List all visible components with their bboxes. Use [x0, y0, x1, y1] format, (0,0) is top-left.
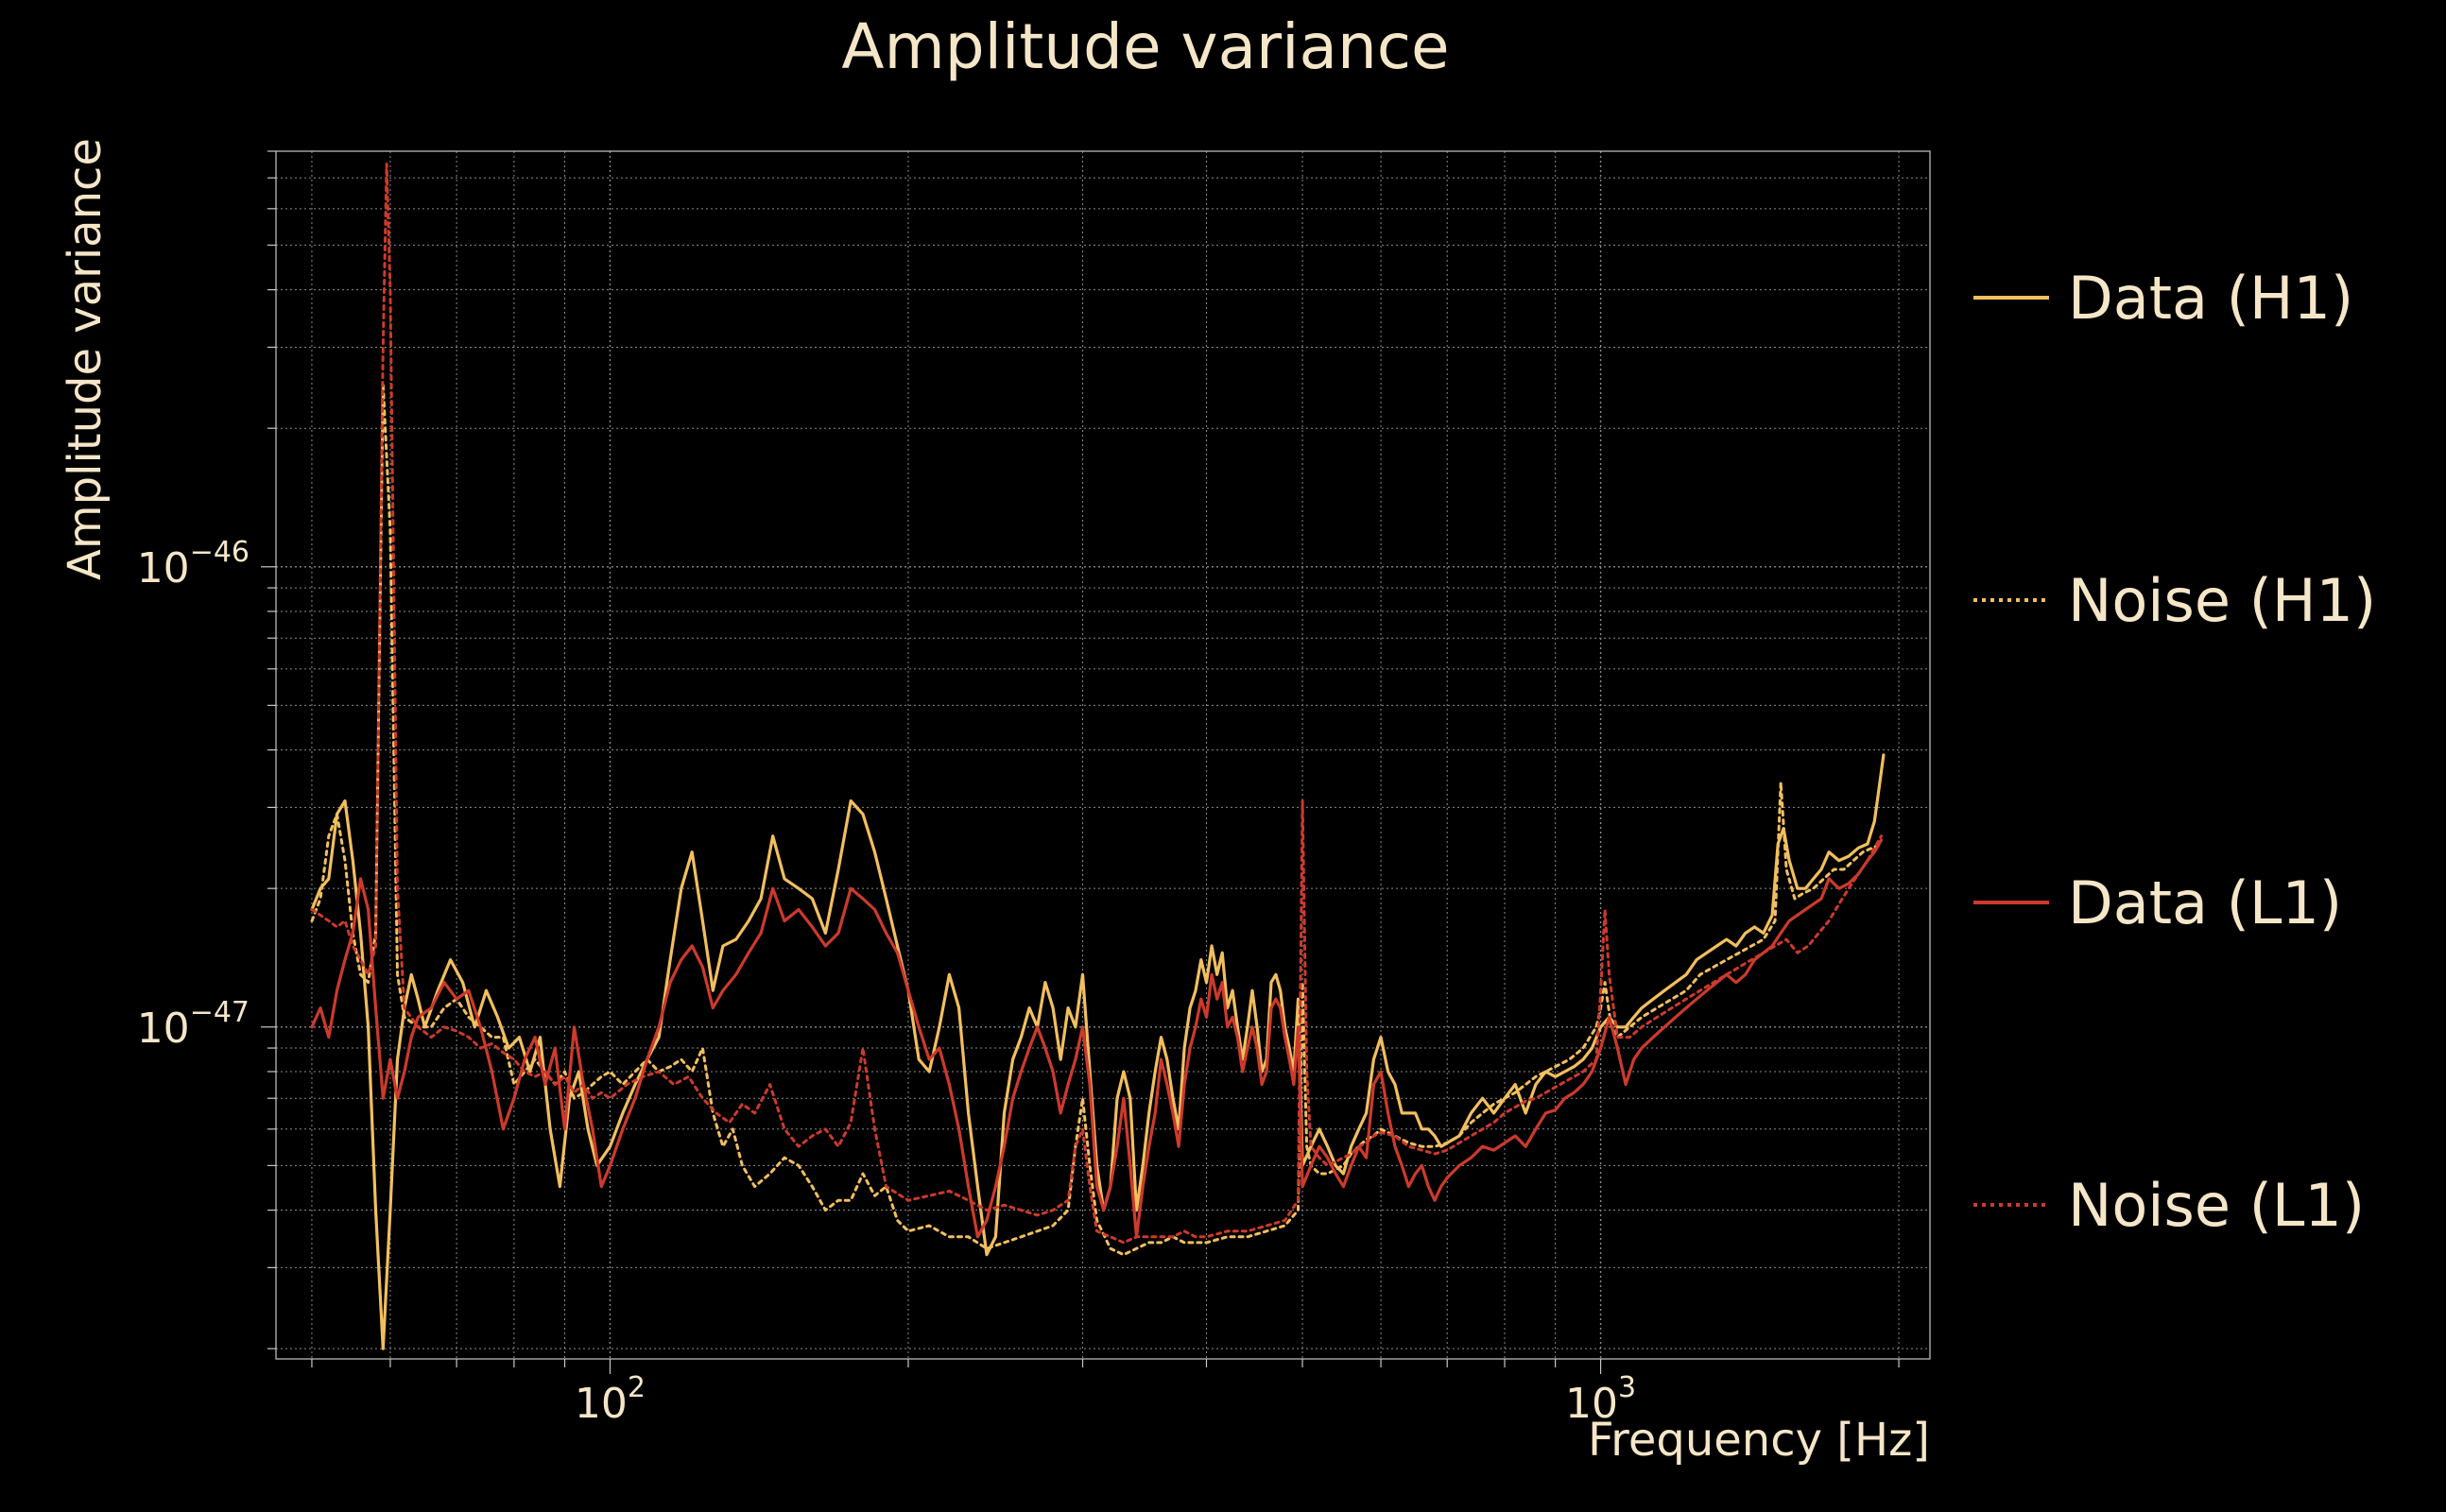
- ticks: 102 103 10−47 10−46: [137, 150, 1900, 1428]
- y-axis-label: Amplitude variance: [59, 138, 112, 580]
- x-tick-label: 103: [1565, 1371, 1636, 1428]
- legend-label-noise-l1: Noise (L1): [2068, 1171, 2365, 1240]
- legend: Data (H1) Noise (H1) Data (L1) Noise (L1): [1973, 264, 2376, 1240]
- series-line-noise-l1: [310, 163, 1883, 1245]
- series-layer: [310, 163, 1886, 1350]
- legend-label-noise-h1: Noise (H1): [2068, 566, 2376, 635]
- chart-title: Amplitude variance: [841, 10, 1449, 83]
- plot-frame: [275, 150, 1931, 1360]
- legend-label-data-l1: Data (L1): [2068, 868, 2342, 937]
- series-line-data-l1: [310, 838, 1884, 1239]
- y-tick-label: 10−47: [137, 996, 250, 1053]
- y-tick-label: 10−46: [137, 536, 250, 593]
- x-tick-label: 102: [575, 1371, 646, 1428]
- legend-label-data-h1: Data (H1): [2068, 264, 2353, 333]
- series-line-data-h1: [310, 753, 1886, 1350]
- x-axis-label: Frequency [Hz]: [1588, 1414, 1930, 1467]
